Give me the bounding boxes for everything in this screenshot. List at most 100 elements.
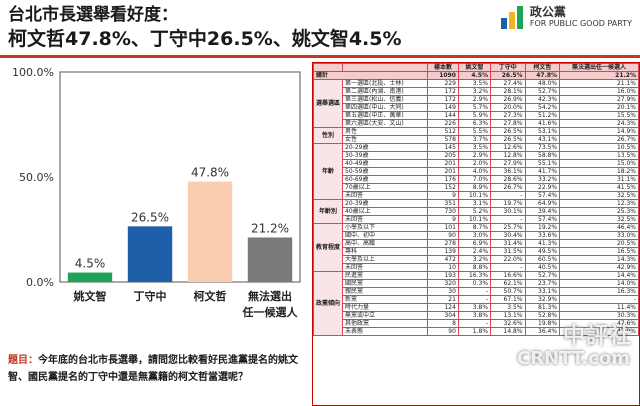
table-row: 新黨 21-67.1% 32.9% - (314, 295, 639, 304)
table-cell: - (559, 295, 639, 304)
bar (127, 226, 173, 282)
table-cell: 55.1% (524, 159, 561, 168)
table-cell: 172 (427, 87, 459, 96)
table-cell: 13.5% (559, 151, 639, 160)
crosstab-table: 樣本數 姚文智 丁守中 柯文哲 無法選出任一候選人 總計 1090 4.5% 26.5% 47.8… (312, 62, 640, 406)
table-cell: 149 (427, 103, 459, 112)
table-cell: 60.5% (524, 255, 561, 264)
table-cell: 15.0% (559, 159, 639, 168)
table-cell: 33.2% (524, 175, 561, 184)
table-header-cell: 姚文智 (457, 63, 492, 72)
table-cell: 高中、高職 (342, 239, 429, 248)
table-cell: 13.1% (490, 311, 526, 320)
table-cell: - (457, 319, 492, 328)
table-cell: 15.5% (559, 111, 639, 120)
table-cell: - (490, 215, 526, 224)
table-cell: 14.4% (559, 271, 639, 280)
title-rule (0, 55, 640, 58)
table-cell: 27.9% (559, 95, 639, 104)
bar-value-label: 4.5% (75, 257, 106, 271)
table-cell: 32.6% (490, 319, 526, 328)
table-cell: 9 (427, 191, 459, 200)
table-cell: 351 (427, 199, 459, 208)
table-cell: 新黨 (342, 295, 429, 304)
table-cell: 2.9% (457, 95, 492, 104)
table-cell: 3.8% (457, 311, 492, 320)
table-cell: 第三選區(松山、信義) (342, 95, 429, 104)
logo-icon (500, 6, 523, 29)
table-cell: 無黨或中立 (342, 311, 429, 320)
table-cell: 172 (427, 95, 459, 104)
table-cell: 3.5% (457, 143, 492, 152)
table-row: 70歲以上 152 8.9% 26.7% 22.9% 41.5% (314, 183, 639, 192)
table-cell: 139 (427, 247, 459, 256)
table-cell: 16.5% (559, 247, 639, 256)
category-label: 任一候選人 (242, 305, 299, 319)
table-cell: 50-59歲 (342, 167, 429, 176)
table-cell: 3.2% (457, 87, 492, 96)
table-cell: 47.8% (524, 71, 561, 80)
table-cell: 52.7% (524, 87, 561, 96)
table-cell: 20.1% (559, 103, 639, 112)
table-cell: 32.5% (559, 215, 639, 224)
table-cell: 50.7% (490, 287, 526, 296)
table-cell: 6.3% (457, 119, 492, 128)
table-cell: 12.6% (490, 143, 526, 152)
table-cell: 41.3% (524, 239, 561, 248)
table-row: 第四選區(中山、大同) 149 5.7% 20.0% 54.2% 20.1% (314, 103, 639, 112)
table-cell: 25.7% (490, 223, 526, 232)
title-line-1: 台北市長選舉看好度： (8, 5, 178, 25)
table-cell: 16.3% (457, 271, 492, 280)
table-cell: 226 (427, 119, 459, 128)
table-cell: 60-69歲 (342, 175, 429, 184)
table-cell: 19.8% (524, 319, 561, 328)
table-header-row: 樣本數 姚文智 丁守中 柯文哲 無法選出任一候選人 (313, 63, 639, 72)
table-cell: 1090 (427, 71, 459, 80)
table-cell: 24.3% (559, 119, 639, 128)
table-cell: 58.8% (524, 151, 561, 160)
table-cell: 32.5% (559, 191, 639, 200)
table-cell: 4.5% (457, 71, 492, 80)
table-cell: 10 (427, 263, 459, 272)
table-cell: 70歲以上 (342, 183, 429, 192)
table-cell: 10.1% (457, 215, 492, 224)
table-cell: 30-39歲 (342, 151, 429, 160)
table-row: 未回答 10 8.8% -40.5% 42.9% (314, 263, 639, 272)
table-cell: 578 (427, 135, 459, 144)
category-label: 無法選出 (248, 289, 292, 303)
watermark-url: CRNTT.com (516, 348, 630, 369)
table-cell: 176 (427, 175, 459, 184)
table-header-cell: 無法選出任一候選人 (559, 63, 639, 72)
table-cell: 67.1% (490, 295, 526, 304)
table-cell: 278 (427, 239, 459, 248)
table-cell: 90 (427, 327, 459, 336)
table-cell: 52.8% (524, 311, 561, 320)
table-cell: 53.1% (524, 127, 561, 136)
y-tick-label: 100.0% (12, 66, 54, 79)
table-cell: 90 (427, 231, 459, 240)
table-cell: 25.3% (559, 207, 639, 216)
table-cell: 26.7% (490, 183, 526, 192)
table-cell: 40-49歲 (342, 159, 429, 168)
table-cell: 193 (427, 271, 459, 280)
table-cell: 3.8% (457, 303, 492, 312)
table-cell: 男性 (342, 127, 429, 136)
table-row: 國中、初中 90 3.0% 30.4% 33.6% 33.0% (314, 231, 639, 240)
bar-value-label: 26.5% (131, 210, 169, 224)
table-cell: 專科 (342, 247, 429, 256)
table-cell: 第六選區(大安、文山) (342, 119, 429, 128)
table-row: 第五選區(中正、萬華) 144 5.9% 27.3% 51.2% 15.5% (314, 111, 639, 120)
table-cell: 730 (427, 207, 459, 216)
table-cell: - (490, 191, 526, 200)
table-row: 未回答 9 10.1% -57.4% 32.5% (314, 191, 639, 200)
bar (247, 237, 293, 282)
table-cell: 41.6% (524, 119, 561, 128)
table-cell: 20.5% (559, 239, 639, 248)
table-row: 年齡 20-29歲 145 3.5% 12.6% 73.5% 10.5% (313, 143, 639, 200)
table-cell: 472 (427, 255, 459, 264)
table-cell: 22.0% (490, 255, 526, 264)
table-row: 年齡別 20-39歲 351 3.1% 19.7% 64.9% 12.3% (313, 199, 639, 224)
logo-sub: FOR PUBLIC GOOD PARTY (529, 18, 632, 28)
table-row: 國民黨 320 0.3% 62.1% 23.7% 14.0% (314, 279, 639, 288)
table-cell: 6.9% (457, 239, 492, 248)
